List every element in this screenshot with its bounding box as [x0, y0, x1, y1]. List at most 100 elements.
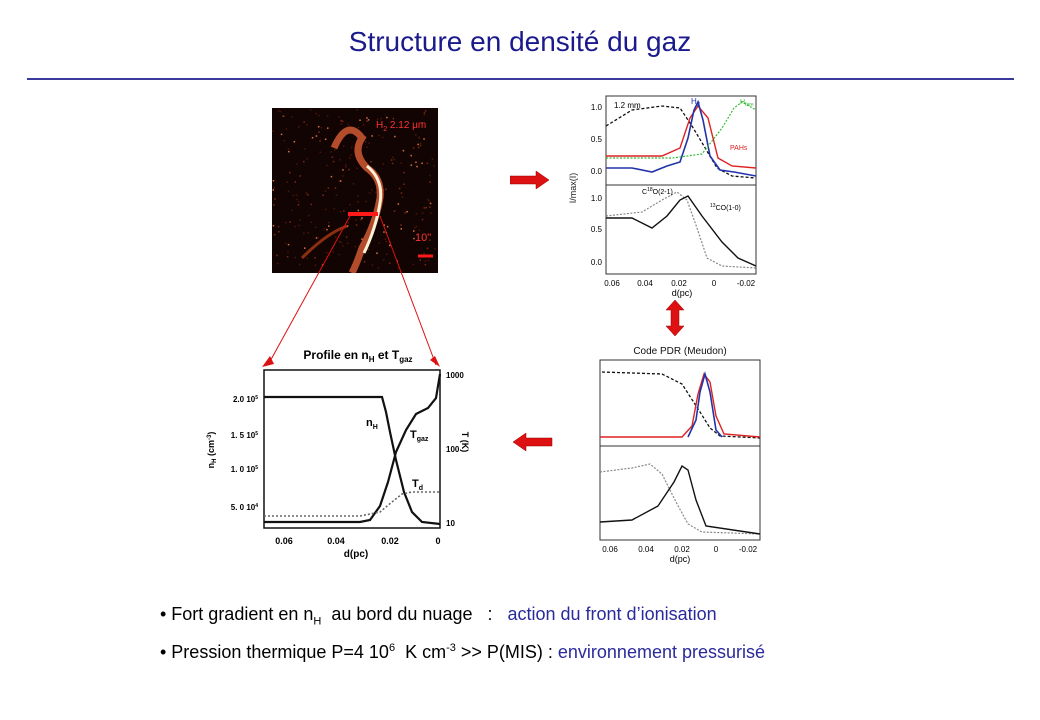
noise-speck — [326, 228, 328, 231]
label-1-2mm: 1.2 mm — [614, 101, 641, 110]
pdr-red — [600, 372, 761, 438]
noise-speck — [328, 225, 330, 227]
noise-speck — [285, 128, 288, 130]
noise-speck — [327, 127, 329, 129]
noise-speck — [272, 130, 274, 132]
noise-speck — [335, 194, 338, 196]
label-13co: 13CO(1-0) — [710, 203, 741, 212]
lower-y-ticks: 1.0 0.5 0.0 — [591, 194, 603, 267]
noise-speck — [423, 207, 425, 209]
noise-speck — [303, 232, 305, 235]
noise-speck — [361, 217, 363, 219]
noise-speck — [371, 264, 374, 266]
noise-speck — [367, 172, 370, 175]
noise-speck — [320, 126, 323, 129]
noise-speck — [287, 190, 290, 193]
curve-13co — [606, 195, 757, 267]
noise-speck — [421, 122, 423, 124]
noise-speck — [419, 142, 422, 144]
noise-speck — [283, 115, 285, 118]
noise-speck — [280, 133, 283, 136]
noise-speck — [424, 260, 427, 262]
noise-speck — [390, 159, 393, 161]
noise-speck — [398, 187, 401, 190]
ionization-front — [362, 164, 383, 254]
noise-speck — [341, 120, 344, 123]
noise-speck — [357, 126, 360, 129]
noise-speck — [351, 146, 353, 149]
noise-speck — [394, 135, 396, 138]
noise-speck — [345, 236, 348, 238]
zoom-arrowhead-right — [430, 356, 440, 367]
observation-plot: I/max(I) 1.0 0.5 0.0 1.0 0.5 0.0 0.06 0.… — [568, 95, 757, 298]
noise-speck — [332, 251, 334, 253]
noise-speck — [326, 164, 328, 167]
noise-speck — [293, 141, 296, 143]
right-y-ticks: 1000 100 10 — [446, 371, 464, 528]
noise-speck — [382, 259, 385, 261]
noise-speck — [415, 161, 417, 164]
noise-speck — [357, 209, 360, 212]
noise-speck — [423, 112, 426, 114]
pdr-x-tick: 0.06 — [602, 545, 618, 554]
noise-speck — [424, 110, 427, 112]
noise-speck — [415, 225, 418, 228]
noise-speck — [317, 126, 320, 128]
noise-speck — [431, 158, 434, 160]
profile-x-tick: 0.04 — [327, 536, 345, 546]
zoom-arrowhead-left — [262, 356, 274, 367]
noise-speck — [349, 203, 351, 206]
noise-speck — [412, 147, 415, 149]
x-ticks: 0.06 0.04 0.02 0 -0.02 — [604, 279, 755, 288]
noise-speck — [310, 203, 313, 206]
noise-speck — [347, 221, 350, 224]
curve-c18o — [605, 191, 757, 269]
noise-speck — [392, 156, 394, 159]
noise-speck — [289, 171, 291, 174]
noise-speck — [385, 188, 387, 191]
noise-speck — [434, 248, 436, 250]
noise-speck — [424, 263, 427, 266]
pdr-dotted — [599, 463, 761, 535]
noise-speck — [429, 206, 431, 208]
noise-speck — [273, 204, 275, 206]
noise-speck — [400, 192, 403, 194]
curve-1-2mm — [605, 105, 757, 179]
noise-speck — [324, 138, 327, 140]
noise-speck — [296, 163, 298, 165]
noise-speck — [415, 134, 417, 136]
noise-speck — [346, 242, 349, 245]
noise-speck — [274, 198, 276, 200]
noise-speck — [298, 224, 300, 227]
label-nh: nH — [366, 417, 378, 431]
profile-frame — [263, 369, 441, 529]
noise-speck — [299, 219, 301, 221]
noise-speck — [289, 221, 291, 223]
noise-speck — [294, 225, 296, 228]
noise-speck — [339, 241, 341, 243]
noise-speck — [400, 228, 402, 230]
noise-speck — [371, 189, 373, 191]
x-axis-label: d(pc) — [672, 288, 693, 298]
label-pahs: PAHs — [730, 145, 748, 152]
noise-speck — [298, 126, 300, 128]
noise-speck — [303, 121, 305, 123]
noise-speck — [338, 116, 340, 118]
noise-speck — [410, 164, 413, 166]
noise-speck — [403, 171, 405, 174]
noise-speck — [423, 113, 426, 116]
noise-speck — [284, 221, 287, 224]
noise-speck — [367, 248, 369, 251]
left-y-ticks: 2.0 105 1. 5 105 1. 0 105 5. 0 104 — [231, 395, 258, 512]
curve-nh — [264, 395, 441, 526]
noise-speck — [365, 136, 367, 138]
arrow-right — [510, 170, 550, 190]
h2-label: H2 2.12 μm — [376, 120, 426, 133]
noise-speck — [416, 165, 418, 168]
noise-speck — [307, 194, 309, 196]
arrow-updown — [665, 300, 685, 336]
noise-speck — [331, 156, 334, 158]
noise-speck — [427, 259, 430, 262]
noise-speck — [418, 136, 420, 138]
noise-speck — [326, 115, 329, 117]
